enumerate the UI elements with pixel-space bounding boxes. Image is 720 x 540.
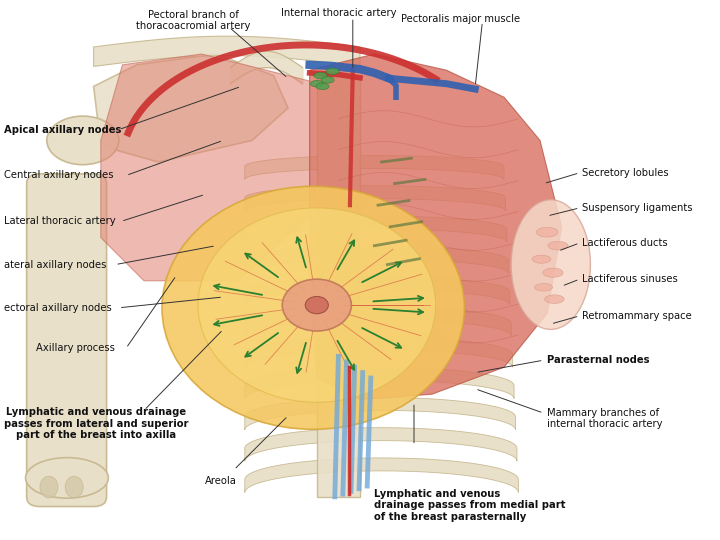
Ellipse shape xyxy=(310,80,323,87)
Ellipse shape xyxy=(511,200,590,329)
Ellipse shape xyxy=(321,77,334,83)
Text: Lymphatic and venous drainage
passes from lateral and superior
part of the breas: Lymphatic and venous drainage passes fro… xyxy=(4,407,188,441)
Text: Central axillary nodes: Central axillary nodes xyxy=(4,171,113,180)
Polygon shape xyxy=(245,397,516,430)
Text: Internal thoracic artery: Internal thoracic artery xyxy=(281,8,396,18)
Text: Retromammary space: Retromammary space xyxy=(582,311,691,321)
Ellipse shape xyxy=(534,284,553,291)
Text: Lymphatic and venous
drainage passes from medial part
of the breast parasternall: Lymphatic and venous drainage passes fro… xyxy=(374,489,566,522)
Polygon shape xyxy=(245,307,511,336)
Ellipse shape xyxy=(543,268,563,277)
Circle shape xyxy=(282,279,351,331)
Text: Pectoral branch of
thoracoacromial artery: Pectoral branch of thoracoacromial arter… xyxy=(136,10,250,31)
Text: Lateral thoracic artery: Lateral thoracic artery xyxy=(4,217,115,226)
Ellipse shape xyxy=(26,458,108,498)
Ellipse shape xyxy=(162,186,464,429)
Text: Lactiferous sinuses: Lactiferous sinuses xyxy=(582,274,678,284)
Polygon shape xyxy=(245,246,508,273)
Polygon shape xyxy=(245,428,517,461)
Circle shape xyxy=(305,296,328,314)
FancyBboxPatch shape xyxy=(27,174,107,507)
Text: Lactiferous ducts: Lactiferous ducts xyxy=(582,238,667,248)
Polygon shape xyxy=(94,54,288,162)
Polygon shape xyxy=(310,54,562,400)
Text: Apical axillary nodes: Apical axillary nodes xyxy=(4,125,121,134)
Ellipse shape xyxy=(314,72,327,79)
Text: Pectoralis major muscle: Pectoralis major muscle xyxy=(401,14,521,24)
Polygon shape xyxy=(94,36,360,66)
Polygon shape xyxy=(245,458,518,492)
Polygon shape xyxy=(317,76,360,497)
Polygon shape xyxy=(245,186,505,211)
Polygon shape xyxy=(245,337,513,367)
Ellipse shape xyxy=(544,295,564,303)
Ellipse shape xyxy=(326,68,339,75)
Ellipse shape xyxy=(532,255,551,263)
Text: Parasternal nodes: Parasternal nodes xyxy=(547,355,649,365)
Polygon shape xyxy=(245,367,514,399)
Text: Secretory lobules: Secretory lobules xyxy=(582,168,668,178)
Text: Axillary process: Axillary process xyxy=(36,343,115,353)
Ellipse shape xyxy=(40,476,58,498)
Ellipse shape xyxy=(536,227,558,237)
Ellipse shape xyxy=(65,476,84,498)
Polygon shape xyxy=(245,156,504,179)
Polygon shape xyxy=(245,216,507,242)
Text: Suspensory ligaments: Suspensory ligaments xyxy=(582,203,692,213)
Polygon shape xyxy=(101,54,310,281)
Ellipse shape xyxy=(316,83,329,90)
Text: ateral axillary nodes: ateral axillary nodes xyxy=(4,260,106,269)
Ellipse shape xyxy=(47,116,119,165)
Ellipse shape xyxy=(548,241,568,250)
Text: ectoral axillary nodes: ectoral axillary nodes xyxy=(4,303,112,313)
Text: Areola: Areola xyxy=(205,476,237,487)
Polygon shape xyxy=(245,276,510,305)
Ellipse shape xyxy=(198,208,436,402)
Text: Mammary branches of
internal thoracic artery: Mammary branches of internal thoracic ar… xyxy=(547,408,662,429)
